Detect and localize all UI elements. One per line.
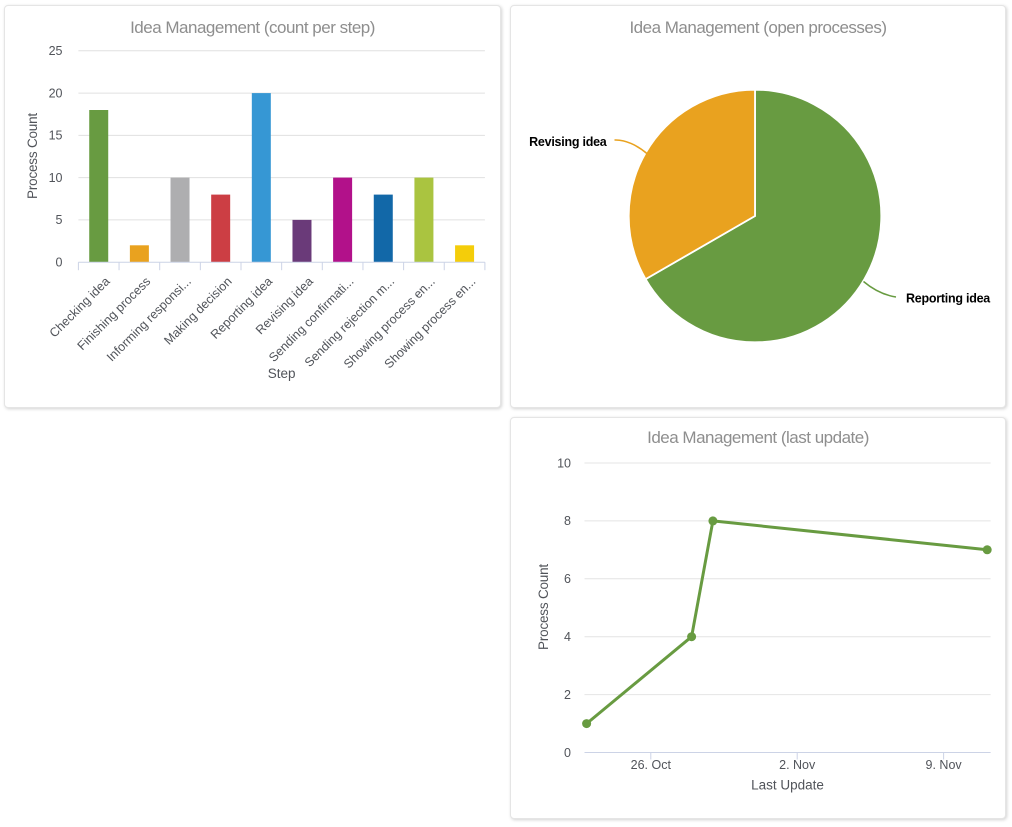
svg-text:Process Count: Process Count <box>536 564 551 650</box>
svg-text:2: 2 <box>564 688 571 702</box>
svg-text:Step: Step <box>268 366 296 381</box>
svg-text:15: 15 <box>49 129 63 143</box>
svg-text:6: 6 <box>564 572 571 586</box>
svg-text:9. Nov: 9. Nov <box>926 758 963 772</box>
svg-text:Reporting idea: Reporting idea <box>906 292 991 306</box>
svg-text:Finishing process: Finishing process <box>75 274 154 353</box>
svg-text:Process Count: Process Count <box>25 113 40 199</box>
svg-text:5: 5 <box>56 213 63 227</box>
svg-text:2. Nov: 2. Nov <box>779 758 816 772</box>
svg-text:10: 10 <box>49 171 63 185</box>
svg-text:26. Oct: 26. Oct <box>631 758 672 772</box>
svg-text:8: 8 <box>564 514 571 528</box>
svg-text:Idea Management (open processe: Idea Management (open processes) <box>629 18 886 37</box>
svg-text:10: 10 <box>557 456 571 470</box>
svg-text:Idea Management (last update): Idea Management (last update) <box>647 428 869 447</box>
svg-text:Idea Management (count per ste: Idea Management (count per step) <box>130 18 375 37</box>
svg-text:0: 0 <box>564 746 571 760</box>
svg-text:Revising idea: Revising idea <box>529 135 608 149</box>
svg-text:0: 0 <box>56 256 63 270</box>
svg-text:20: 20 <box>49 86 63 100</box>
svg-text:Last Update: Last Update <box>751 778 824 793</box>
svg-text:25: 25 <box>49 44 63 58</box>
svg-text:4: 4 <box>564 630 571 644</box>
